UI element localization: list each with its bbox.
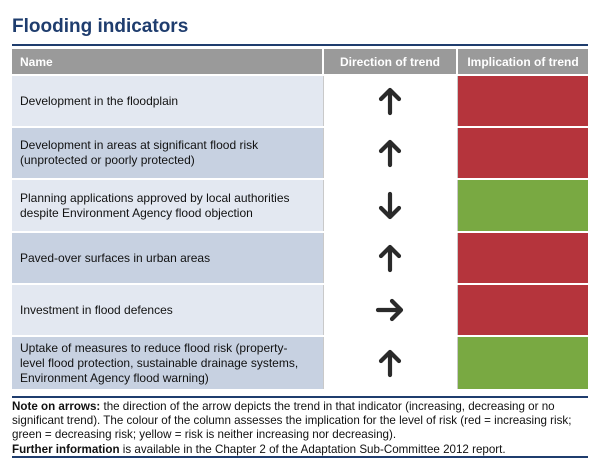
note-arrows-text: the direction of the arrow depicts the t… xyxy=(12,400,572,442)
arrow-up-icon xyxy=(324,348,457,378)
direction-of-trend-cell xyxy=(322,126,458,179)
page-title: Flooding indicators xyxy=(12,16,189,37)
arrow-up-icon xyxy=(324,138,457,168)
implication-of-trend-cell xyxy=(457,335,588,389)
note-on-arrows: Note on arrows: the direction of the arr… xyxy=(12,396,588,457)
note-further-label: Further information xyxy=(12,442,120,456)
indicator-name-line: Development in the floodplain xyxy=(20,93,179,108)
direction-of-trend-cell xyxy=(322,283,458,336)
indicator-name: Planning applications approved by local … xyxy=(12,178,323,232)
arrow-up-icon xyxy=(324,86,457,116)
note-further-text: is available in the Chapter 2 of the Ada… xyxy=(119,442,506,456)
indicator-name-line: Paved-over surfaces in urban areas xyxy=(20,250,211,265)
indicator-name: Investment in flood defences xyxy=(12,283,323,336)
indicator-name: Uptake of measures to reduce flood risk … xyxy=(12,335,323,389)
indicator-name-line: despite Environment Agency flood objecti… xyxy=(20,205,253,220)
direction-of-trend-cell xyxy=(322,231,458,284)
table-row: Development in the floodplain xyxy=(12,74,588,127)
indicator-name: Development in the floodplain xyxy=(12,74,323,127)
direction-of-trend-cell xyxy=(322,335,458,389)
implication-of-trend-cell xyxy=(457,231,588,284)
indicator-name: Development in areas at significant floo… xyxy=(12,126,323,179)
implication-of-trend-cell xyxy=(457,283,588,336)
table-row: Uptake of measures to reduce flood risk … xyxy=(12,335,588,389)
indicator-name-line: Development in areas at significant floo… xyxy=(20,138,259,152)
table-row: Paved-over surfaces in urban areas xyxy=(12,231,588,284)
implication-of-trend-cell xyxy=(457,126,588,179)
indicator-name-line: Planning applications approved by local … xyxy=(20,190,290,205)
indicator-name-line: Uptake of measures to reduce flood risk … xyxy=(20,340,288,355)
title-rule xyxy=(12,44,588,46)
arrow-right-icon xyxy=(324,295,457,325)
note-arrows-label: Note on arrows: xyxy=(12,400,101,413)
direction-of-trend-cell xyxy=(322,178,458,232)
indicators-table: Name Direction of trend Implication of t… xyxy=(12,49,588,389)
table-header-row: Name Direction of trend Implication of t… xyxy=(12,49,588,75)
indicator-name-line: level flood protection, sustainable drai… xyxy=(20,355,299,370)
arrow-up-icon xyxy=(324,243,457,273)
indicator-name: Paved-over surfaces in urban areas xyxy=(12,231,323,284)
bottom-rule xyxy=(12,456,588,458)
table-row: Development in areas at significant floo… xyxy=(12,126,588,179)
table-row: Planning applications approved by local … xyxy=(12,178,588,232)
indicator-name-line: Environment Agency flood warning) xyxy=(20,370,209,385)
table-row: Investment in flood defences xyxy=(12,283,588,336)
arrow-down-icon xyxy=(324,191,457,221)
indicator-name-line: (unprotected or poorly protected) xyxy=(20,153,195,167)
indicator-name-line: Investment in flood defences xyxy=(20,302,173,317)
implication-of-trend-cell xyxy=(457,74,588,127)
direction-of-trend-cell xyxy=(322,74,458,127)
header-direction: Direction of trend xyxy=(323,49,458,75)
header-implication: Implication of trend xyxy=(457,49,588,75)
header-name: Name xyxy=(12,49,324,75)
implication-of-trend-cell xyxy=(457,178,588,232)
